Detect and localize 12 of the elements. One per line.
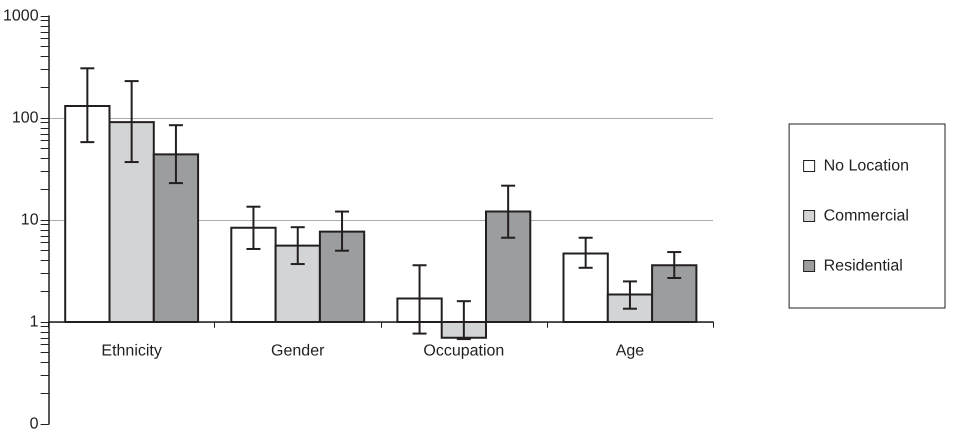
x-tick-label: Occupation — [423, 342, 504, 360]
y-tick-label: 1000 — [3, 8, 39, 24]
y-tick-label: 10 — [20, 212, 39, 228]
legend-label: No Location — [824, 158, 909, 174]
x-tick-label: Age — [616, 342, 644, 360]
x-tick-label: Ethnicity — [101, 342, 162, 360]
y-tick-label: 0 — [30, 416, 39, 432]
legend-label: Residential — [824, 258, 903, 274]
y-tick-label: 100 — [12, 110, 39, 126]
y-tick-label: 1 — [30, 314, 39, 330]
legend-label: Commercial — [824, 208, 909, 224]
x-tick-label: Gender — [271, 342, 326, 360]
